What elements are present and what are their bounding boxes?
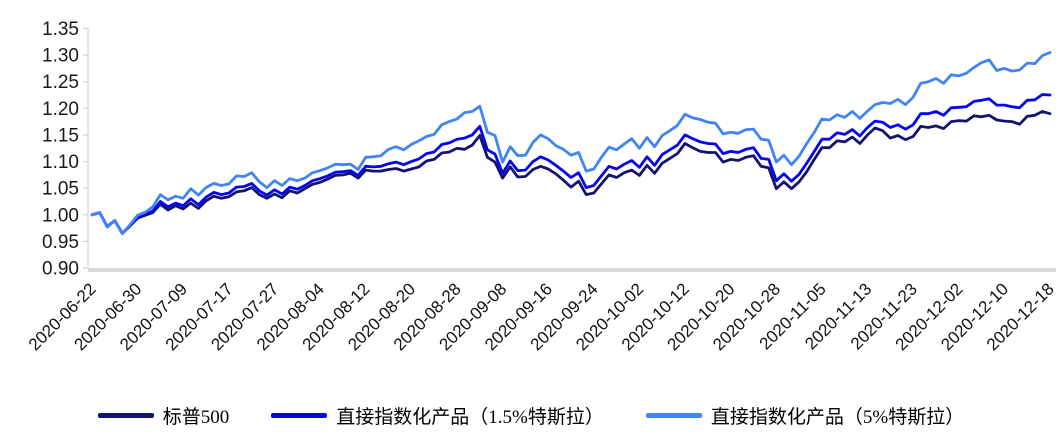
legend-line-swatch-sp500 [97,412,154,418]
series-line-tesla-1-5pct [90,93,1052,235]
legend-item-tesla-1-5pct: 直接指数化产品（1.5%特斯拉） [271,402,604,429]
y-tick-label: 1.25 [42,72,79,93]
series-line-tesla-5pct [90,51,1052,235]
legend-label-tesla-1-5pct: 直接指数化产品（1.5%特斯拉） [336,406,604,428]
y-tick-label: 1.20 [42,99,79,120]
y-tick-label: 1.30 [42,46,79,67]
y-tick-label: 1.10 [42,152,79,173]
legend-label-tesla-5pct: 直接指数化产品（5%特斯拉） [710,406,965,428]
legend-label-sp500: 标普500 [162,406,230,428]
series-line-sp500 [90,110,1052,235]
y-tick-label: 1.35 [42,19,79,40]
y-tick-label: 1.00 [42,205,79,226]
chart-legend: 标普500 直接指数化产品（1.5%特斯拉） 直接指数化产品（5%特斯拉） [0,400,1062,430]
legend-item-sp500: 标普500 [97,402,230,429]
legend-line-swatch-tesla-5pct [645,412,702,418]
legend-item-tesla-5pct: 直接指数化产品（5%特斯拉） [645,402,965,429]
y-tick-label: 0.95 [42,232,79,253]
y-tick-label: 0.90 [42,259,79,280]
y-tick-label: 1.05 [42,179,79,200]
chart-plot-area: 0.90 0.95 1.00 1.05 1.10 1.15 1.20 1.25 1.30 1.35… [25,19,1058,354]
y-tick-label: 1.15 [42,125,79,146]
legend-line-swatch-tesla-1-5pct [271,412,328,418]
